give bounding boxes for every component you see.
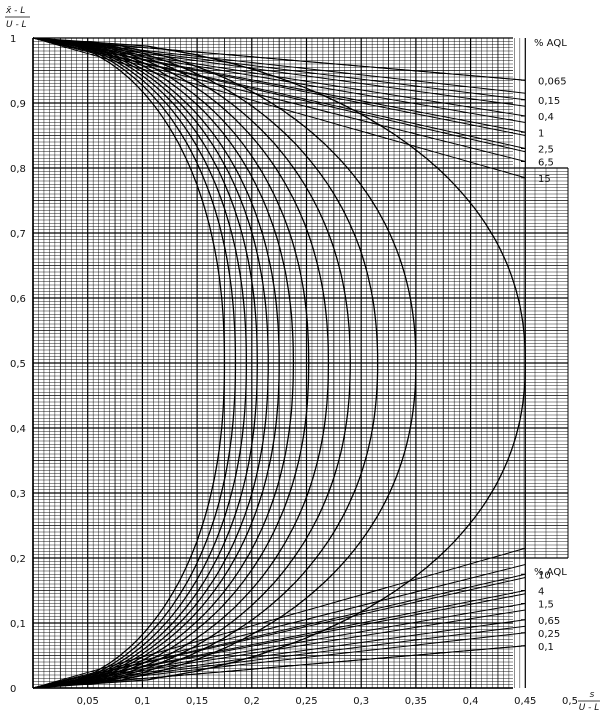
- y-tick-label: 0,1: [10, 619, 26, 630]
- y-axis-label-numerator: x̄ - L: [5, 6, 25, 16]
- aql-legend-entry: 0,65: [538, 616, 560, 627]
- aql-legend-title-lower: % AQL: [534, 567, 567, 578]
- radial-line-lower-mirror: [32, 37, 526, 136]
- y-tick-label: 0,9: [10, 99, 26, 110]
- chart-lines: [32, 37, 526, 689]
- y-tick-label: 0,8: [10, 164, 26, 175]
- aql-legend-entry: 4: [538, 587, 544, 598]
- aql-legend-entry: 15: [538, 174, 551, 185]
- chart-labels: 0 0,1 0,2 0,3 0,4 0,5 0,6 0,7 0,8 0,9 1 0,05 0,1 0,15…: [5, 6, 600, 713]
- radial-line-upper: [32, 37, 526, 117]
- x-tick-label: 0,3: [353, 696, 369, 707]
- x-tick-label: 0,2: [244, 696, 260, 707]
- aql-legend-entry: 1,5: [538, 600, 554, 611]
- grid: [32, 37, 569, 689]
- y-tick-label: 0,6: [10, 294, 26, 305]
- aql-legend-entry: 0,1: [538, 642, 554, 653]
- aql-legend-entry: 0,25: [538, 629, 560, 640]
- aql-curve: [32, 37, 379, 689]
- y-tick-label: 0,3: [10, 489, 26, 500]
- radial-line-upper-mirror: [32, 609, 526, 689]
- aql-curve: [32, 37, 237, 689]
- x-tick-label: 0,5: [562, 696, 578, 707]
- radial-line-lower: [32, 590, 526, 689]
- y-tick-label: 0: [10, 684, 16, 695]
- aql-curve: [32, 37, 330, 689]
- y-tick-label: 0,7: [10, 229, 26, 240]
- aql-curve: [32, 37, 226, 689]
- aql-legend-entry: 0,15: [538, 96, 560, 107]
- aql-curve: [32, 37, 247, 689]
- aql-curve: [32, 37, 526, 689]
- aql-curve: [32, 37, 258, 689]
- y-tick-label: 0,5: [10, 359, 26, 370]
- aql-legend-entry: 6,5: [538, 158, 554, 169]
- y-tick-label: 0,2: [10, 554, 26, 565]
- aql-legend-entry: 0,065: [538, 76, 567, 87]
- aql-legend-entry: 2,5: [538, 145, 554, 156]
- aql-curve: [32, 37, 295, 689]
- x-tick-label: 0,05: [77, 696, 99, 707]
- y-axis-label-denominator: U - L: [6, 20, 27, 30]
- aql-curve: [32, 37, 280, 689]
- y-tick-label: 0,4: [10, 424, 26, 435]
- aql-legend-entry: 1: [538, 128, 544, 139]
- x-axis-label-denominator: U - L: [579, 703, 600, 713]
- aql-curve: [32, 37, 351, 689]
- x-tick-label: 0,4: [463, 696, 479, 707]
- aql-curve: [32, 37, 310, 689]
- aql-curve: [32, 37, 269, 689]
- x-tick-label: 0,15: [186, 696, 208, 707]
- x-tick-label: 0,25: [295, 696, 317, 707]
- aql-legend-title-upper: % AQL: [534, 38, 567, 49]
- x-tick-label: 0,1: [134, 696, 150, 707]
- x-axis-label-numerator: s: [590, 690, 595, 700]
- y-tick-label: 1: [10, 34, 16, 45]
- x-tick-label: 0,45: [514, 696, 536, 707]
- aql-legend-entry: 10: [538, 570, 551, 581]
- x-tick-label: 0,35: [405, 696, 427, 707]
- aql-curve: [32, 37, 417, 689]
- aql-legend-entry: 0,4: [538, 112, 554, 123]
